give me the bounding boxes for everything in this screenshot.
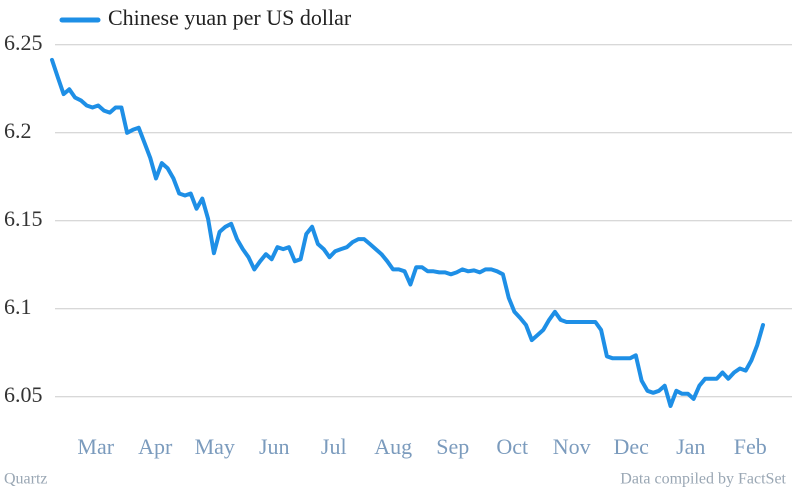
y-tick-label: 6.1 — [4, 294, 32, 319]
x-tick-label: Mar — [77, 434, 114, 459]
x-tick-label: Jul — [321, 434, 347, 459]
y-tick-label: 6.2 — [4, 118, 32, 143]
x-tick-label: Oct — [496, 434, 528, 459]
source: Quartz — [4, 471, 48, 488]
x-tick-label: Jan — [676, 434, 705, 459]
x-tick-label: May — [195, 434, 235, 459]
x-tick-label: Nov — [553, 434, 591, 459]
x-tick-label: Feb — [734, 434, 767, 459]
x-tick-label: Apr — [138, 434, 173, 459]
y-tick-label: 6.25 — [4, 30, 43, 55]
x-tick-label: Jun — [259, 434, 290, 459]
y-tick-label: 6.05 — [4, 382, 43, 407]
x-tick-label: Dec — [614, 434, 650, 459]
y-tick-label: 6.15 — [4, 206, 43, 231]
credit: Data compiled by FactSet — [620, 471, 786, 488]
x-tick-label: Aug — [374, 434, 412, 459]
line-series — [50, 57, 765, 408]
legend-label: Chinese yuan per US dollar — [108, 5, 352, 30]
x-tick-label: Sep — [436, 434, 469, 459]
